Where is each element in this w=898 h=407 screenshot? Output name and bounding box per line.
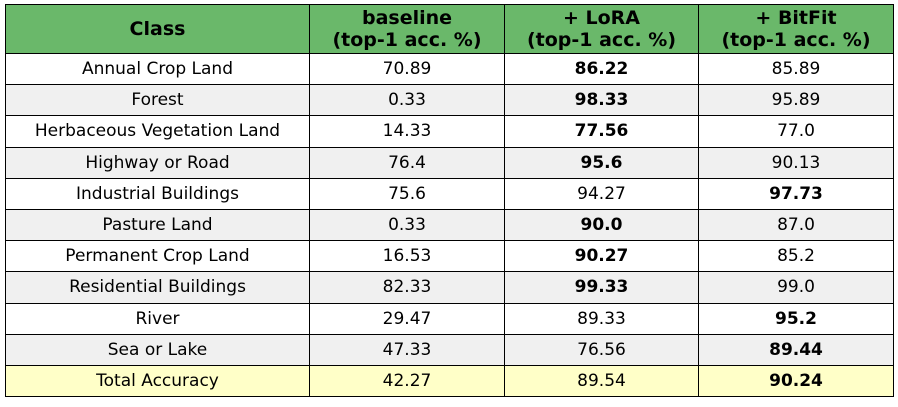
table-row: Permanent Crop Land 16.53 90.27 85.2 [5, 240, 894, 273]
header-bitfit: + BitFit (top-1 acc. %) [698, 4, 894, 54]
cell-bitfit: 85.89 [698, 52, 894, 86]
header-lora: + LoRA (top-1 acc. %) [504, 4, 699, 54]
cell-lora: 90.0 [504, 208, 699, 242]
cell-bitfit: 90.24 [698, 364, 894, 398]
cell-bitfit: 95.89 [698, 84, 894, 117]
cell-lora: 90.27 [504, 240, 699, 273]
cell-bitfit: 97.73 [698, 177, 894, 210]
cell-class: Residential Buildings [5, 271, 310, 304]
cell-lora: 98.33 [504, 84, 699, 117]
header-baseline: baseline (top-1 acc. %) [309, 4, 505, 54]
table-row: Industrial Buildings 75.6 94.27 97.73 [5, 177, 894, 210]
cell-baseline: 82.33 [309, 271, 505, 304]
header-class: Class [5, 4, 310, 54]
cell-class: Forest [5, 84, 310, 117]
accuracy-table: Class baseline (top-1 acc. %) + LoRA (top-… [5, 4, 894, 398]
cell-bitfit: 77.0 [698, 115, 894, 148]
cell-class: Pasture Land [5, 208, 310, 242]
cell-baseline: 0.33 [309, 208, 505, 242]
cell-baseline: 29.47 [309, 302, 505, 335]
cell-bitfit: 87.0 [698, 208, 894, 242]
total-row: Total Accuracy 42.27 89.54 90.24 [5, 364, 894, 398]
cell-bitfit: 90.13 [698, 146, 894, 179]
header-row: Class baseline (top-1 acc. %) + LoRA (top-… [5, 4, 894, 54]
table-row: Herbaceous Vegetation Land 14.33 77.56 77.0 [5, 115, 894, 148]
table-row: Highway or Road 76.4 95.6 90.13 [5, 146, 894, 179]
table-row: River 29.47 89.33 95.2 [5, 302, 894, 335]
cell-class: Sea or Lake [5, 333, 310, 366]
cell-baseline: 16.53 [309, 240, 505, 273]
cell-lora: 99.33 [504, 271, 699, 304]
table-body: Annual Crop Land 70.89 86.22 85.89 Forest 0.3… [5, 52, 894, 398]
cell-lora: 95.6 [504, 146, 699, 179]
cell-baseline: 75.6 [309, 177, 505, 210]
cell-bitfit: 85.2 [698, 240, 894, 273]
cell-baseline: 42.27 [309, 364, 505, 398]
cell-class: Annual Crop Land [5, 52, 310, 86]
cell-lora: 86.22 [504, 52, 699, 86]
cell-lora: 89.33 [504, 302, 699, 335]
cell-baseline: 0.33 [309, 84, 505, 117]
table-row: Sea or Lake 47.33 76.56 89.44 [5, 333, 894, 366]
cell-bitfit: 89.44 [698, 333, 894, 366]
cell-lora: 77.56 [504, 115, 699, 148]
cell-class: Industrial Buildings [5, 177, 310, 210]
cell-lora: 94.27 [504, 177, 699, 210]
cell-class: River [5, 302, 310, 335]
table-row: Forest 0.33 98.33 95.89 [5, 84, 894, 117]
cell-class: Highway or Road [5, 146, 310, 179]
cell-bitfit: 99.0 [698, 271, 894, 304]
table-row: Residential Buildings 82.33 99.33 99.0 [5, 271, 894, 304]
cell-lora: 89.54 [504, 364, 699, 398]
cell-baseline: 47.33 [309, 333, 505, 366]
cell-baseline: 14.33 [309, 115, 505, 148]
cell-class: Herbaceous Vegetation Land [5, 115, 310, 148]
cell-baseline: 76.4 [309, 146, 505, 179]
cell-class: Permanent Crop Land [5, 240, 310, 273]
table-row: Annual Crop Land 70.89 86.22 85.89 [5, 52, 894, 86]
table-row: Pasture Land 0.33 90.0 87.0 [5, 208, 894, 242]
cell-class: Total Accuracy [5, 364, 310, 398]
cell-bitfit: 95.2 [698, 302, 894, 335]
cell-baseline: 70.89 [309, 52, 505, 86]
cell-lora: 76.56 [504, 333, 699, 366]
